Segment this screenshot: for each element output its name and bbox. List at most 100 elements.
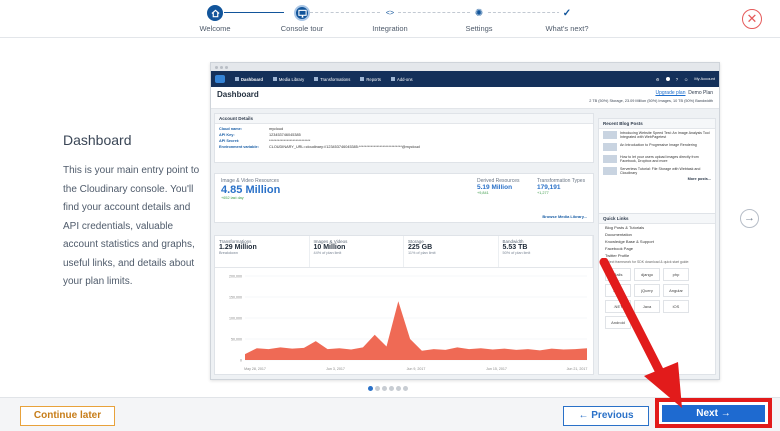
next-button[interactable]: Next →: [662, 405, 765, 422]
blog-item: Serverless Tutorial: File Storage with W…: [599, 165, 715, 177]
quick-link: Documentation: [605, 232, 632, 237]
usage-col: Images & Videos 10 Million 44% of plan lim…: [310, 236, 404, 267]
slide-pager[interactable]: [368, 386, 408, 391]
derived-delta: +9,841: [477, 191, 489, 195]
browser-titlebar: [211, 63, 719, 71]
blog-item: Introducing Website Speed Test: An Image…: [599, 129, 715, 141]
resources-delta: +652 last day: [221, 196, 244, 200]
step-whats-next[interactable]: ✓ What's next?: [522, 5, 612, 33]
pager-dot[interactable]: [382, 386, 387, 391]
monitor-icon: [294, 5, 310, 21]
chart-xtick: Jun 3, 2017: [326, 367, 345, 371]
settings-icon: ⚙: [655, 76, 660, 82]
step-label: Integration: [372, 24, 408, 33]
chart-ytick: 100,000: [229, 317, 242, 321]
dashboard-preview: Dashboard Media Library Transformations …: [210, 62, 720, 380]
step-label: Settings: [465, 24, 493, 33]
continue-later-button[interactable]: Continue later: [20, 406, 115, 426]
account-row: Environment variable: CLOUDINARY_URL=clou…: [219, 145, 420, 149]
gear-icon: ✺: [471, 5, 487, 21]
preview-tab: Reports: [360, 77, 381, 82]
step-connector: [488, 12, 560, 13]
account-menu: My Account: [694, 75, 715, 81]
wizard-footer: Continue later ← Previous Next →: [0, 397, 780, 431]
account-details-heading: Account Details: [215, 114, 593, 124]
pager-dot[interactable]: [396, 386, 401, 391]
sdk-tile: php: [663, 268, 689, 281]
cloudinary-logo-icon: [215, 75, 225, 83]
quick-links-panel: Quick Links Blog Posts & Tutorials Docum…: [598, 213, 716, 375]
blog-item: How to let your users upload images dire…: [599, 153, 715, 165]
chart-xtick: May 28, 2017: [244, 367, 266, 371]
chart-xtick: Jun 9, 2017: [407, 367, 426, 371]
sdk-tile: django: [634, 268, 660, 281]
step-label: What's next?: [545, 24, 589, 33]
onboarding-stepper: Welcome Console tour <> Integration ✺ Se…: [0, 0, 780, 38]
usage-col: Transformations 1.29 Million Breakdown: [215, 236, 310, 267]
notification-icon: [665, 77, 670, 81]
quick-links-heading: Quick Links: [599, 214, 715, 224]
usage-panel: Transformations 1.29 Million Breakdown Ima…: [214, 235, 594, 375]
pager-dot[interactable]: [403, 386, 408, 391]
derived-label: Derived Resources: [477, 178, 520, 184]
usage-col: Storage 225 GB 11% of plan limit: [404, 236, 499, 267]
blog-heading: Recent Blog Posts: [599, 119, 715, 129]
account-details-panel: Account Details Cloud name: mycloud API K…: [214, 113, 594, 163]
sdk-tile: jQuery: [634, 284, 660, 297]
step-console-tour[interactable]: Console tour: [257, 5, 347, 33]
sdk-tile: .NET: [605, 300, 631, 313]
plan-name: Demo Plan: [688, 90, 713, 96]
step-welcome[interactable]: Welcome: [170, 5, 260, 33]
chart-xtick: Jun 21, 2017: [567, 367, 588, 371]
preview-title: Dashboard: [217, 90, 259, 99]
quick-link: Knowledge Base & Support: [605, 239, 654, 244]
step-integration[interactable]: <> Integration: [345, 5, 435, 33]
preview-tab: Add-ons: [391, 77, 413, 82]
resources-value: 4.85 Million: [221, 184, 281, 196]
home-icon: [207, 5, 223, 21]
chart-ytick: 0: [240, 359, 242, 363]
quick-link: Twitter Profile: [605, 253, 630, 258]
pager-dot[interactable]: [375, 386, 380, 391]
transform-delta: +1,277: [537, 191, 549, 195]
code-icon: <>: [382, 5, 398, 21]
preview-navbar: Dashboard Media Library Transformations …: [211, 71, 719, 87]
chart-ytick: 50,000: [231, 338, 242, 342]
sdk-tile: iOS: [663, 300, 689, 313]
preview-tab: Media Library: [272, 77, 304, 82]
blog-item: An Introduction to Progressive Image Ren…: [599, 141, 715, 153]
step-connector: [310, 12, 380, 13]
next-button-highlight: Next →: [655, 398, 772, 428]
sdk-tile: Android: [605, 316, 631, 329]
sdk-tile: Angular: [663, 284, 689, 297]
sdk-tile: Node: [605, 284, 631, 297]
check-icon: ✓: [559, 5, 575, 21]
chart-ytick: 150,000: [229, 296, 242, 300]
account-row: API Key: 123453746045385: [219, 133, 301, 137]
preview-header: Dashboard Upgrade plan Demo Plan 2 TB (5…: [211, 87, 719, 109]
account-row: API Secret: ****************************: [219, 139, 311, 143]
users-icon: ☺: [684, 76, 689, 82]
close-icon[interactable]: ✕: [742, 9, 762, 29]
chart-ytick: 200,000: [229, 275, 242, 279]
preview-tab: Dashboard: [235, 77, 263, 82]
upgrade-plan-link: Upgrade plan: [655, 90, 686, 96]
next-slide-arrow-icon[interactable]: →: [740, 209, 759, 228]
quick-link: Facebook Page: [605, 246, 634, 251]
chart-series-area: [245, 301, 587, 360]
step-connector: [224, 12, 284, 13]
pager-dot[interactable]: [368, 386, 373, 391]
step-connector: [398, 12, 470, 13]
plan-usage: 2 TB (50%) Storage, 23.09 Million (50%) …: [589, 99, 713, 103]
usage-col: Bandwidth 5.53 TB 50% of plan limit: [499, 236, 593, 267]
intro-body: This is your main entry point to the Clo…: [63, 165, 200, 287]
transform-value: 179,191: [537, 184, 561, 191]
account-row: Cloud name: mycloud: [219, 127, 284, 131]
step-label: Welcome: [199, 24, 231, 33]
pager-dot[interactable]: [389, 386, 394, 391]
derived-value: 5.19 Million: [477, 184, 513, 191]
step-settings[interactable]: ✺ Settings: [434, 5, 524, 33]
previous-button[interactable]: ← Previous: [563, 406, 649, 426]
step-label: Console tour: [280, 24, 324, 33]
